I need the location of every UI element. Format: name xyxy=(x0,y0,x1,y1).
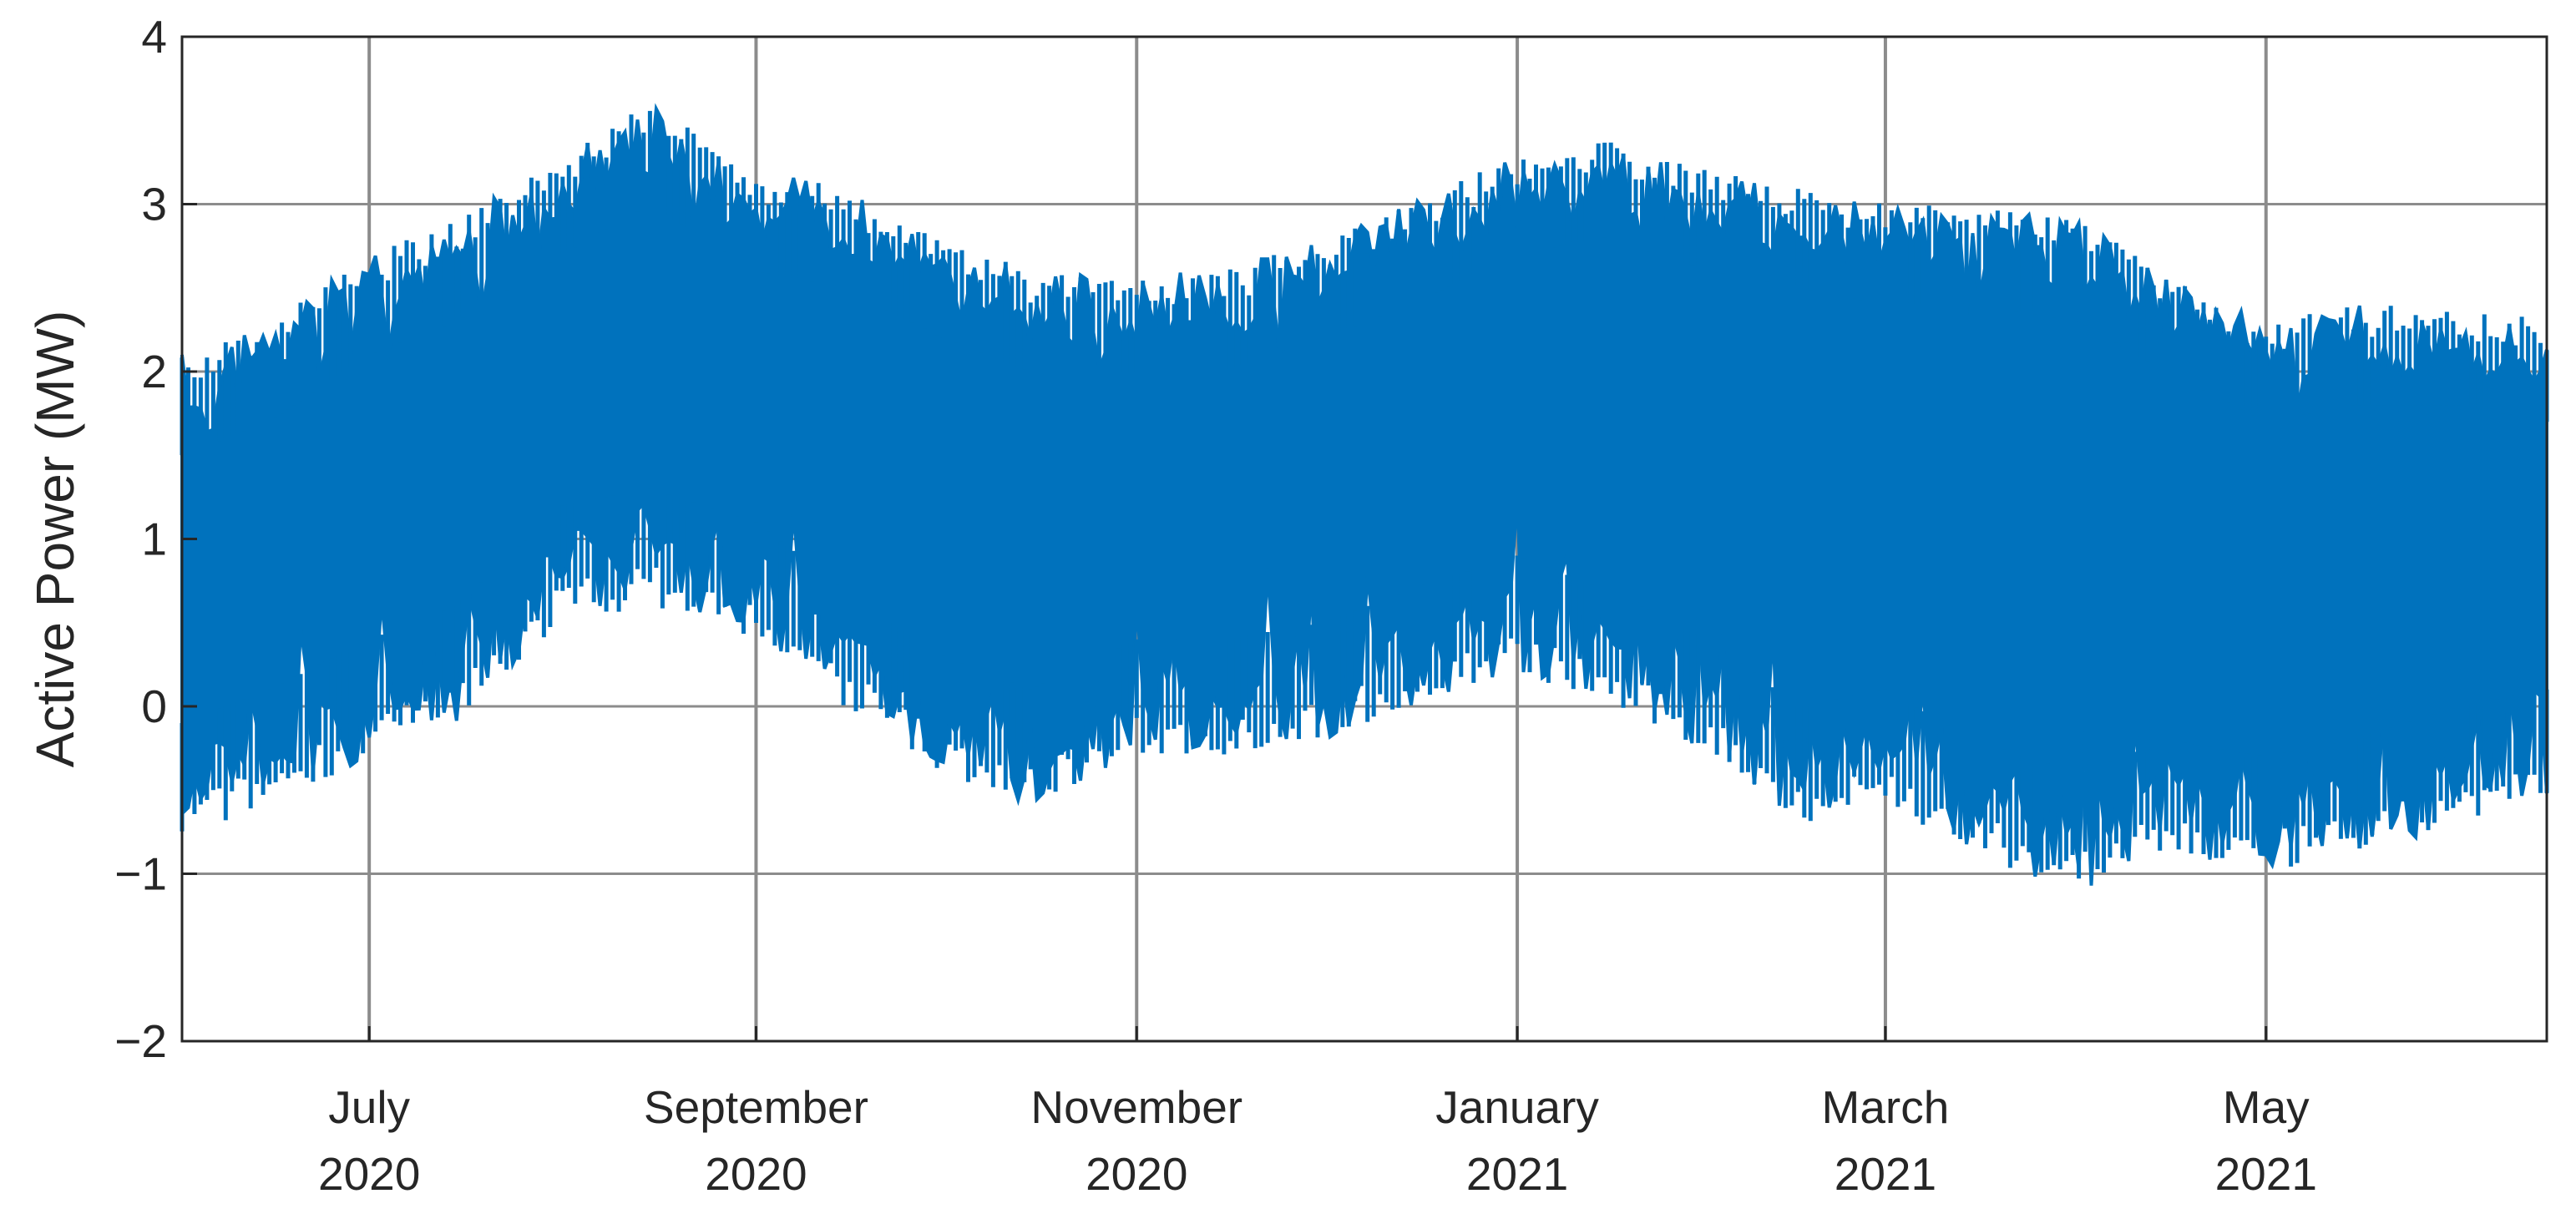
y-tick-label: −2 xyxy=(114,1015,167,1067)
power-series xyxy=(180,103,2549,886)
y-axis-ticks: −2 −1 0 1 2 3 4 xyxy=(114,11,197,1067)
y-tick-label: 2 xyxy=(141,346,167,397)
x-tick-label-month: September xyxy=(644,1081,868,1133)
x-tick-label-month: November xyxy=(1030,1081,1242,1133)
x-tick-label-month: March xyxy=(1822,1081,1950,1133)
x-tick-label-month: May xyxy=(2223,1081,2310,1133)
x-tick-label-year: 2021 xyxy=(2215,1148,2317,1200)
y-tick-label: 4 xyxy=(141,11,167,63)
x-tick-label-year: 2021 xyxy=(1466,1148,1568,1200)
x-tick-label-year: 2020 xyxy=(705,1148,807,1200)
y-tick-label: 0 xyxy=(141,680,167,732)
y-tick-label: 3 xyxy=(141,179,167,230)
x-tick-label-year: 2020 xyxy=(318,1148,420,1200)
x-axis-ticks: July 2020 September 2020 November 2020 January… xyxy=(318,1026,2317,1200)
y-axis-label: Active Power (MW) xyxy=(25,311,85,768)
y-tick-label: 1 xyxy=(141,513,167,565)
x-tick-label-year: 2020 xyxy=(1086,1148,1187,1200)
y-tick-label: −1 xyxy=(114,848,167,900)
x-tick-label-month: July xyxy=(328,1081,410,1133)
x-tick-label-month: January xyxy=(1435,1081,1599,1133)
x-tick-label-year: 2021 xyxy=(1835,1148,1936,1200)
